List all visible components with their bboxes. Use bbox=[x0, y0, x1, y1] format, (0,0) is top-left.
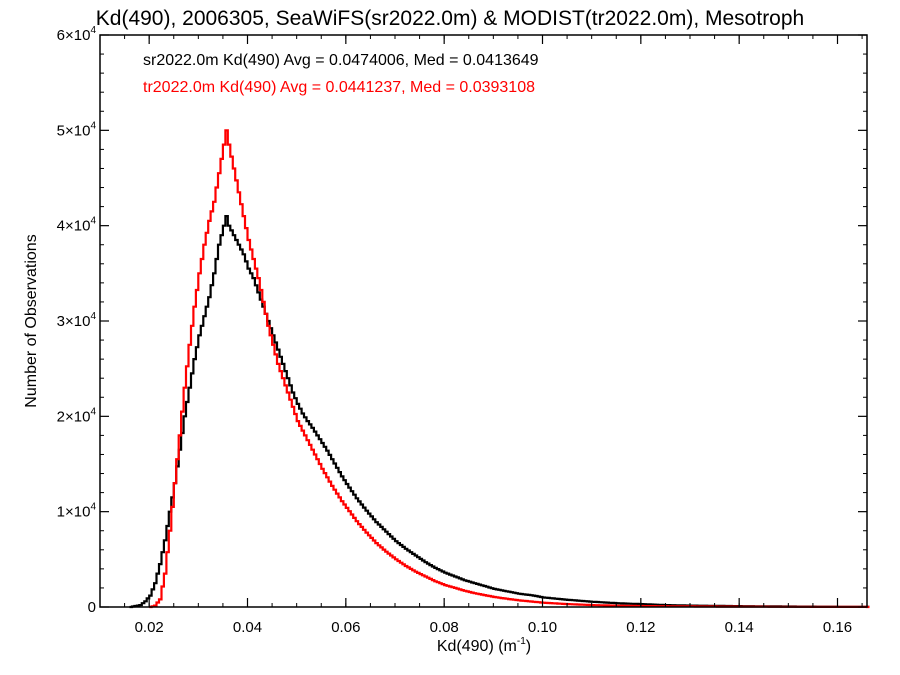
x-tick-label: 0.10 bbox=[528, 619, 557, 636]
legend-entry-1: sr2022.0m Kd(490) Avg = 0.0474006, Med =… bbox=[143, 52, 539, 69]
y-tick-label: 2×104 bbox=[57, 406, 97, 425]
y-tick-label: 1×104 bbox=[57, 502, 97, 521]
x-axis-label: Kd(490) (m-1) bbox=[437, 636, 531, 655]
y-axis-label: Number of Observations bbox=[23, 234, 40, 407]
y-tick-label: 6×104 bbox=[57, 25, 97, 44]
series-line-1 bbox=[129, 215, 870, 609]
y-tick-label: 3×104 bbox=[57, 311, 97, 330]
x-tick-label: 0.02 bbox=[135, 619, 164, 636]
x-tick-label: 0.16 bbox=[823, 619, 852, 636]
x-tick-label: 0.08 bbox=[430, 619, 459, 636]
x-axis: 0.02 0.04 0.06 0.08 0.10 0.12 0.14 0.16 bbox=[99, 35, 863, 636]
chart-title: Kd(490), 2006305, SeaWiFS(sr2022.0m) & M… bbox=[96, 7, 804, 30]
y-axis: 0 1×104 2×104 3×104 4×104 5×104 6×104 bbox=[57, 25, 867, 616]
y-tick-label: 4×104 bbox=[57, 216, 97, 235]
plot-frame bbox=[99, 34, 868, 608]
x-tick-label: 0.12 bbox=[626, 619, 655, 636]
y-tick-label: 5×104 bbox=[57, 120, 97, 139]
x-tick-label: 0.04 bbox=[233, 619, 262, 636]
legend-entry-2: tr2022.0m Kd(490) Avg = 0.0441237, Med =… bbox=[143, 79, 535, 96]
legend: sr2022.0m Kd(490) Avg = 0.0474006, Med =… bbox=[143, 52, 539, 96]
x-tick-label: 0.06 bbox=[331, 619, 360, 636]
y-tick-label: 0 bbox=[88, 599, 96, 616]
series-line-2 bbox=[149, 129, 870, 609]
x-tick-label: 0.14 bbox=[725, 619, 754, 636]
series-layer bbox=[129, 129, 870, 609]
x-axis-label-superscript: -1 bbox=[517, 636, 526, 647]
